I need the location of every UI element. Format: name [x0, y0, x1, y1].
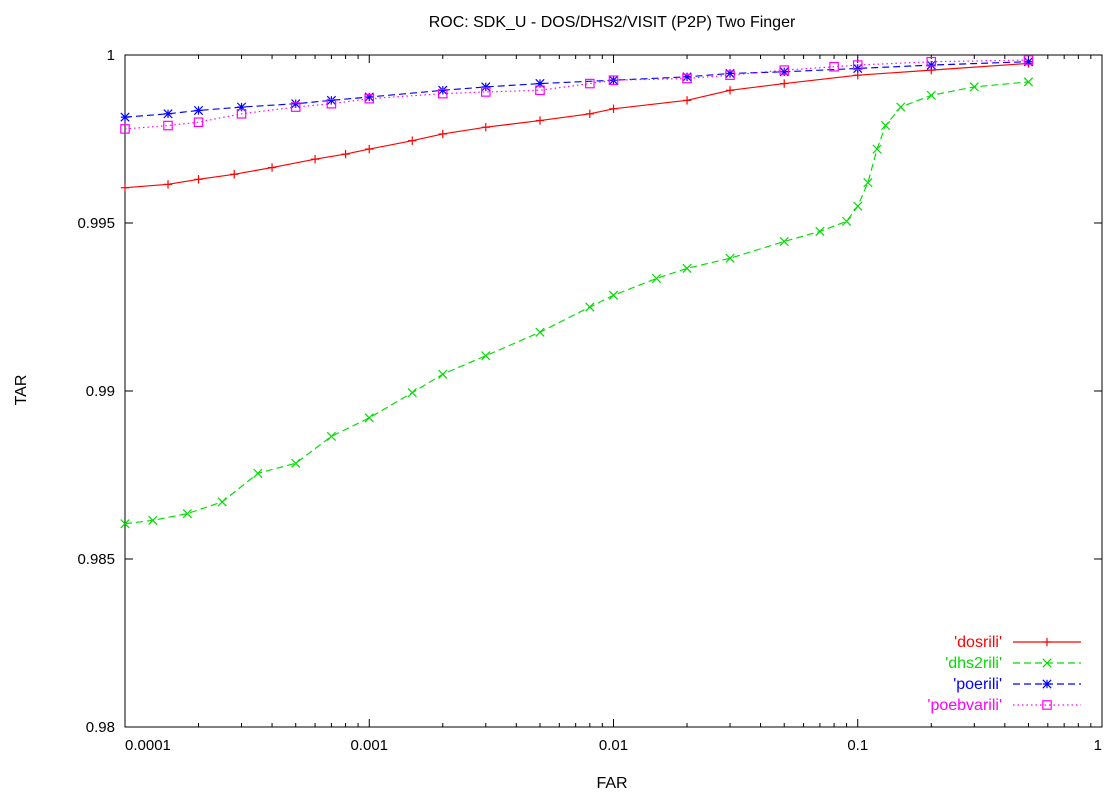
series-2-point-2-d2 — [193, 105, 204, 116]
x-tick-label: 0.0001 — [125, 737, 171, 754]
chart-title: ROC: SDK_U - DOS/DHS2/VISIT (P2P) Two Fi… — [429, 14, 796, 31]
series-3-point-2-box — [193, 117, 204, 127]
series-2-point-4-d2 — [291, 99, 301, 109]
y-axis-label: TAR — [13, 375, 30, 406]
series-3-point-12-box — [682, 73, 692, 84]
x-tick-label: 0.001 — [350, 737, 388, 754]
x-axis-label: FAR — [596, 775, 627, 792]
legend-layer: 'dosrili' 'dhs2rili' 'poerili' 'poebvarili' — [927, 634, 1081, 714]
y-tick-label: 0.985 — [77, 551, 115, 568]
legend-label: 'dhs2rili' — [945, 655, 1002, 672]
series-1-point-1-d2 — [148, 515, 158, 525]
series-1-point-23-d2 — [880, 120, 891, 131]
y-tick-label: 0.995 — [77, 215, 115, 232]
y-tick-label: 0.99 — [86, 383, 115, 400]
series-2-point-1-d2 — [163, 109, 173, 119]
series-3-point-6-box — [364, 93, 375, 104]
series-2-point-8-d2 — [481, 82, 491, 92]
axes-layer: 0.0001 0.001 0.01 0.1 1 0.98 0.985 0.99 0.995 1 — [77, 47, 1103, 754]
series-1-point-19-d2 — [841, 216, 852, 226]
series-line — [124, 59, 1029, 130]
series-1-point-18-d2 — [815, 226, 825, 237]
legend-marker-2-d2 — [1042, 679, 1052, 689]
series-1-point-26-d2 — [969, 82, 979, 92]
series-1-point-11-d2 — [535, 327, 545, 337]
series-1-point-20-d2 — [853, 201, 863, 211]
series-layer — [120, 55, 1034, 529]
series-line — [124, 62, 1029, 189]
series-2-point-0-d2 — [120, 112, 130, 122]
series-1-point-15-d2 — [682, 263, 692, 273]
series-1-point-17-d2 — [779, 236, 789, 247]
x-tick-label: 1 — [1094, 737, 1102, 754]
series-1-point-10-d2 — [481, 351, 491, 361]
series-1-point-9-d2 — [438, 369, 448, 379]
series-2-point-14-d2 — [853, 63, 863, 74]
series-1-point-25-d2 — [926, 90, 936, 100]
legend-label: 'dosrili' — [954, 634, 1002, 651]
series-1-point-13-d2 — [608, 290, 619, 300]
x-tick-label: 0.1 — [847, 737, 868, 754]
series-3-point-4-box — [290, 102, 301, 112]
series-1-point-14-d2 — [651, 273, 662, 284]
series-1-point-12-d2 — [585, 302, 595, 312]
series-1-point-6-d2 — [326, 431, 337, 441]
series-3-point-10-box — [585, 78, 595, 89]
series-1-point-7-d2 — [364, 413, 374, 423]
series-1-point-5-d2 — [291, 458, 301, 468]
legend-marker-3-box — [1042, 700, 1052, 710]
series-3-point-7-box — [437, 88, 448, 99]
series-3-point-0-box — [120, 124, 130, 134]
series-3-point-9-box — [535, 85, 545, 96]
series-3 — [120, 55, 1034, 134]
legend-marker-1-d2 — [1042, 658, 1052, 668]
series-1-point-16-d2 — [725, 253, 735, 263]
y-tick-label: 0.98 — [86, 719, 115, 736]
series-0 — [120, 59, 1033, 192]
legend-label: 'poebvarili' — [927, 697, 1002, 714]
series-1-point-2-d2 — [182, 509, 192, 519]
series-1-point-22-d2 — [872, 144, 882, 154]
series-3-point-17-box — [926, 56, 937, 67]
series-2-point-7-d2 — [438, 85, 448, 95]
series-1-point-24-d2 — [896, 102, 906, 112]
series-line — [124, 61, 1029, 118]
series-2-point-5-d2 — [326, 95, 337, 105]
series-3-point-16-box — [852, 60, 863, 70]
series-3-point-11-box — [608, 75, 619, 85]
series-1-point-8-d2 — [407, 388, 417, 398]
y-tick-label: 1 — [107, 47, 115, 64]
series-3-point-13-box — [725, 70, 735, 80]
legend-label: 'poerili' — [953, 676, 1002, 693]
series-line — [124, 81, 1029, 525]
series-1-point-0-d2 — [120, 519, 130, 529]
series-1-point-4-d2 — [253, 468, 263, 478]
series-1-point-27-d2 — [1023, 77, 1034, 87]
series-2-point-15-d2 — [926, 60, 936, 70]
series-1-point-3-d2 — [217, 497, 227, 507]
series-1 — [120, 77, 1034, 529]
x-tick-label: 0.01 — [599, 737, 628, 754]
series-3-point-8-box — [480, 87, 491, 97]
series-3-point-3-box — [236, 108, 247, 119]
series-3-point-14-box — [779, 65, 790, 75]
series-3-point-5-box — [326, 98, 337, 109]
series-3-point-15-box — [829, 61, 839, 72]
series-3-point-1-box — [163, 120, 173, 131]
series-3-point-18-box — [1023, 55, 1034, 65]
series-1-point-21-d2 — [863, 178, 873, 188]
